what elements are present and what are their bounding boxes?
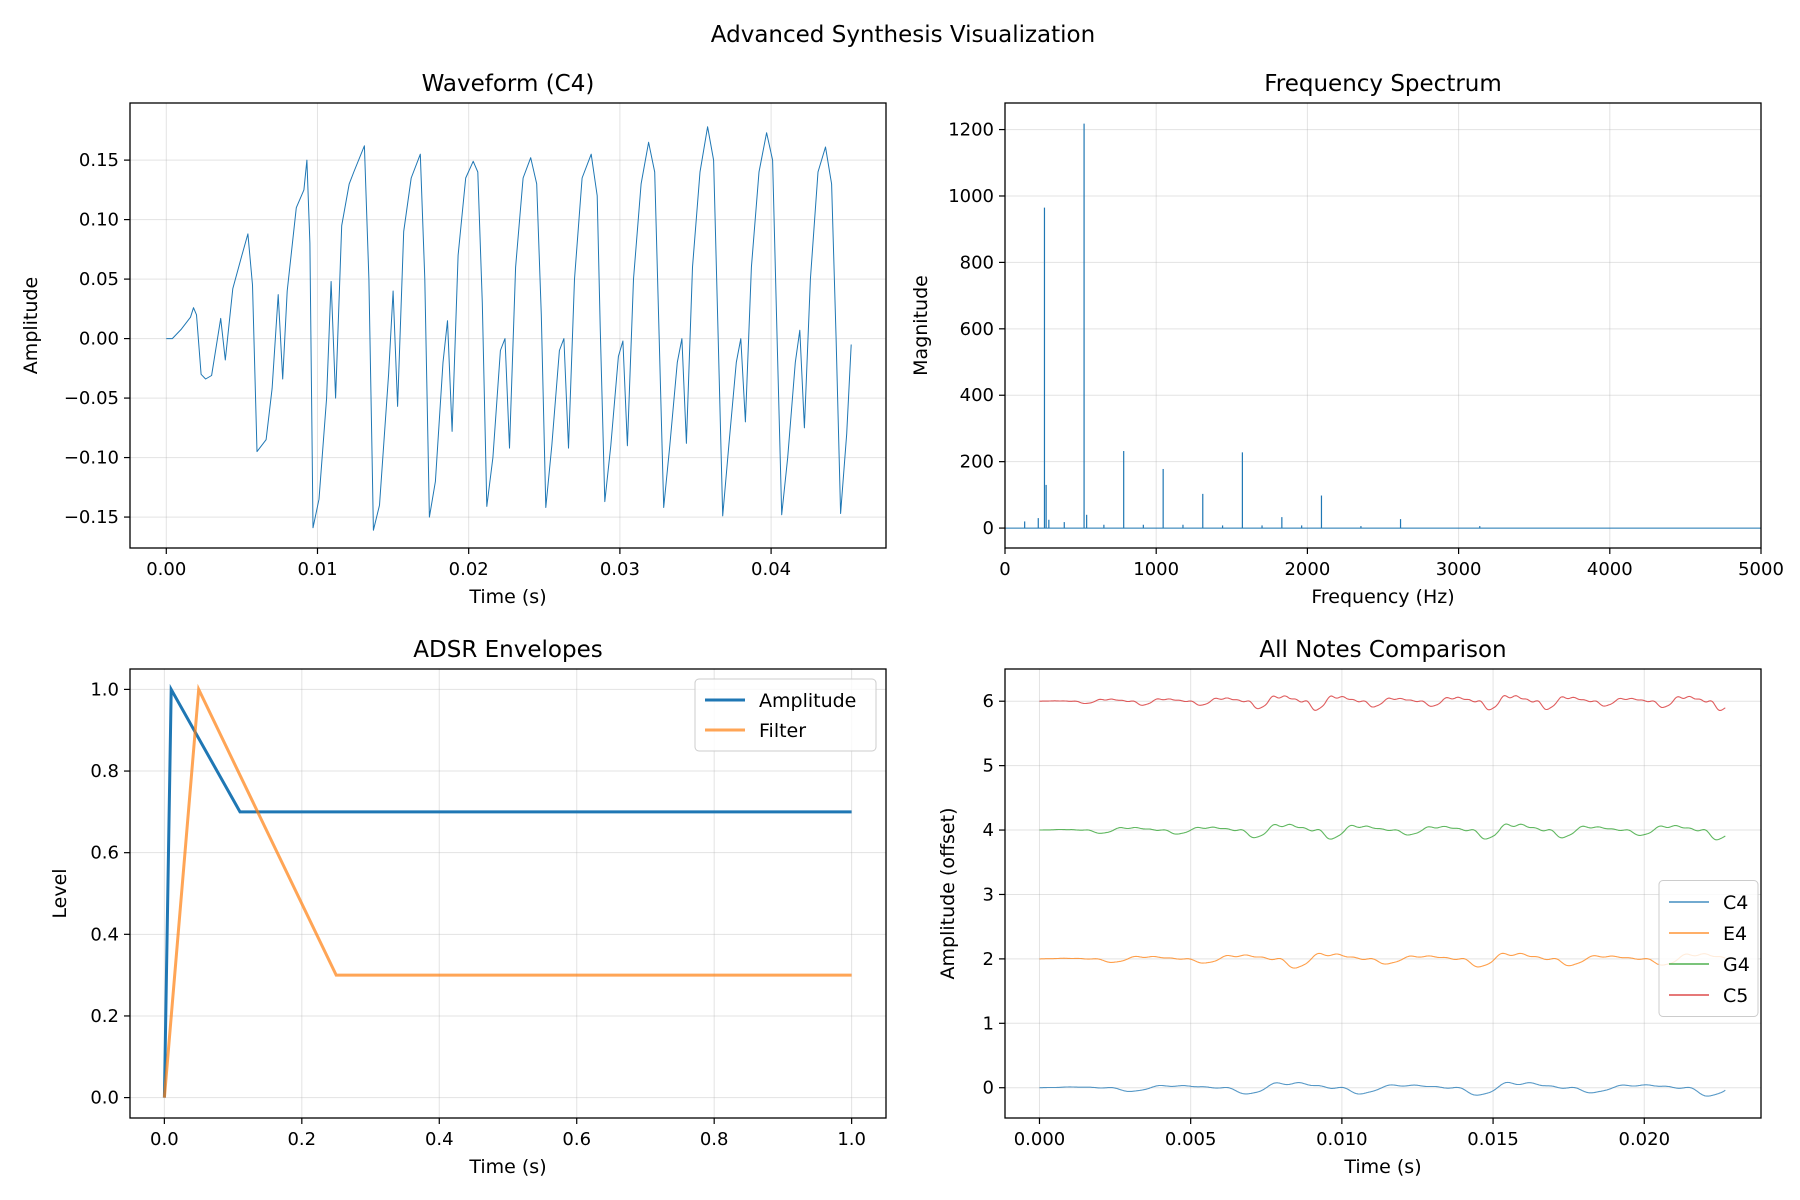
y-tick-label: 2 bbox=[983, 949, 994, 970]
y-tick-label: 5 bbox=[983, 756, 994, 777]
legend-label: G4 bbox=[1723, 954, 1750, 976]
spectrum-y-axis-label: Magnitude bbox=[910, 275, 932, 376]
x-tick-label: 0.000 bbox=[1014, 1129, 1066, 1150]
waveform-panel: 0.00 0.01 0.02 0.03 0.04 −0.15 −0.10 −0.05 0.00 0… bbox=[20, 71, 887, 608]
legend-label: Filter bbox=[759, 720, 806, 742]
y-tick-label: 0.00 bbox=[79, 329, 119, 350]
notes-legend: C4 E4 G4 C5 bbox=[1658, 880, 1759, 1017]
spectrum-x-axis-label: Frequency (Hz) bbox=[1311, 586, 1454, 608]
legend-box bbox=[694, 678, 877, 752]
y-tick-label: −0.15 bbox=[64, 507, 119, 528]
spectrum-panel: 0 1000 2000 3000 4000 5000 0 200 400 600 800 1000 12… bbox=[910, 71, 1784, 608]
y-tick-label: 0.10 bbox=[79, 210, 119, 231]
adsr-line-filter bbox=[162, 683, 852, 1098]
notes-series-group bbox=[1039, 695, 1726, 1097]
x-tick-label: 0.02 bbox=[449, 559, 489, 580]
y-tick-label: 0.6 bbox=[90, 843, 119, 864]
notes-y-axis-label: Amplitude (offset) bbox=[937, 808, 959, 980]
x-tick-label: 3000 bbox=[1436, 559, 1482, 580]
y-tick-label: 0 bbox=[983, 1078, 994, 1099]
waveform-title: Waveform (C4) bbox=[422, 71, 595, 97]
x-tick-label: 0.015 bbox=[1467, 1129, 1519, 1150]
waveform-line bbox=[166, 126, 852, 531]
adsr-line-amplitude bbox=[162, 683, 852, 1098]
adsr-legend: Amplitude Filter bbox=[694, 678, 877, 752]
y-tick-label: 4 bbox=[983, 820, 994, 841]
x-tick-label: 4000 bbox=[1587, 559, 1633, 580]
x-tick-label: 0 bbox=[999, 559, 1010, 580]
y-tick-label: 0.4 bbox=[90, 924, 119, 945]
x-tick-label: 2000 bbox=[1284, 559, 1330, 580]
x-tick-label: 0.03 bbox=[600, 559, 640, 580]
note-line-c4 bbox=[1039, 1081, 1726, 1097]
legend-label: C4 bbox=[1723, 892, 1748, 914]
y-tick-label: 1200 bbox=[948, 120, 994, 141]
adsr-series-group bbox=[162, 683, 852, 1098]
adsr-panel: 0.0 0.2 0.4 0.6 0.8 1.0 0.0 0.2 0.4 0.6 0.8 1.0 ADSR… bbox=[49, 637, 887, 1178]
waveform-axes-frame bbox=[129, 102, 887, 549]
spectrum-axes-frame bbox=[1004, 102, 1762, 549]
figure-title: Advanced Synthesis Visualization bbox=[711, 22, 1095, 48]
notes-grid bbox=[1005, 669, 1761, 1118]
spectrum-grid bbox=[1004, 103, 1762, 548]
notes-axes-frame bbox=[1004, 668, 1762, 1119]
adsr-title: ADSR Envelopes bbox=[413, 637, 602, 663]
x-tick-label: 0.6 bbox=[562, 1129, 591, 1150]
y-tick-label: 200 bbox=[960, 452, 994, 473]
x-tick-label: 0.020 bbox=[1619, 1129, 1671, 1150]
y-tick-label: 0.0 bbox=[90, 1088, 119, 1109]
y-tick-label: 1.0 bbox=[90, 679, 119, 700]
y-tick-label: 0.2 bbox=[90, 1006, 119, 1027]
legend-label: Amplitude bbox=[759, 690, 856, 712]
y-tick-label: 600 bbox=[960, 319, 994, 340]
note-line-g4 bbox=[1039, 823, 1726, 841]
adsr-axes-frame bbox=[129, 668, 887, 1119]
y-tick-label: 1000 bbox=[948, 186, 994, 207]
spectrum-series-group bbox=[1005, 123, 1761, 529]
waveform-series-group bbox=[166, 126, 852, 531]
y-tick-label: 400 bbox=[960, 385, 994, 406]
x-tick-label: 1000 bbox=[1133, 559, 1179, 580]
legend-box bbox=[1658, 880, 1759, 1017]
notes-panel: 0.000 0.005 0.010 0.015 0.020 0 1 2 3 4 5 6 All Note… bbox=[937, 637, 1762, 1178]
x-tick-label: 0.0 bbox=[150, 1129, 179, 1150]
x-tick-label: 0.00 bbox=[146, 559, 186, 580]
y-tick-label: 0.8 bbox=[90, 761, 119, 782]
x-tick-label: 0.01 bbox=[297, 559, 337, 580]
waveform-y-axis-label: Amplitude bbox=[20, 277, 42, 374]
y-tick-label: 0.15 bbox=[79, 150, 119, 171]
waveform-grid bbox=[130, 103, 886, 548]
notes-title: All Notes Comparison bbox=[1259, 637, 1506, 663]
x-tick-label: 0.4 bbox=[425, 1129, 454, 1150]
x-tick-label: 0.04 bbox=[751, 559, 791, 580]
y-tick-label: −0.05 bbox=[64, 388, 119, 409]
x-tick-label: 0.8 bbox=[700, 1129, 729, 1150]
y-tick-label: 1 bbox=[983, 1013, 994, 1034]
x-tick-label: 0.2 bbox=[287, 1129, 316, 1150]
notes-x-axis-label: Time (s) bbox=[1343, 1156, 1421, 1178]
y-tick-label: 6 bbox=[983, 691, 994, 712]
y-tick-label: −0.10 bbox=[64, 448, 119, 469]
waveform-x-axis-label: Time (s) bbox=[468, 586, 546, 608]
spectrum-title: Frequency Spectrum bbox=[1264, 71, 1502, 97]
legend-label: C5 bbox=[1723, 985, 1748, 1007]
note-line-e4 bbox=[1039, 952, 1726, 969]
adsr-x-axis-label: Time (s) bbox=[468, 1156, 546, 1178]
x-tick-label: 1.0 bbox=[837, 1129, 866, 1150]
y-tick-label: 3 bbox=[983, 884, 994, 905]
legend-label: E4 bbox=[1723, 923, 1747, 945]
x-tick-label: 0.005 bbox=[1165, 1129, 1217, 1150]
note-line-c5 bbox=[1039, 695, 1726, 711]
x-tick-label: 5000 bbox=[1738, 559, 1784, 580]
y-tick-label: 0.05 bbox=[79, 269, 119, 290]
y-tick-label: 0 bbox=[983, 518, 994, 539]
adsr-y-axis-label: Level bbox=[49, 868, 71, 918]
x-tick-label: 0.010 bbox=[1316, 1129, 1368, 1150]
y-tick-label: 800 bbox=[960, 252, 994, 273]
adsr-grid bbox=[130, 669, 886, 1118]
